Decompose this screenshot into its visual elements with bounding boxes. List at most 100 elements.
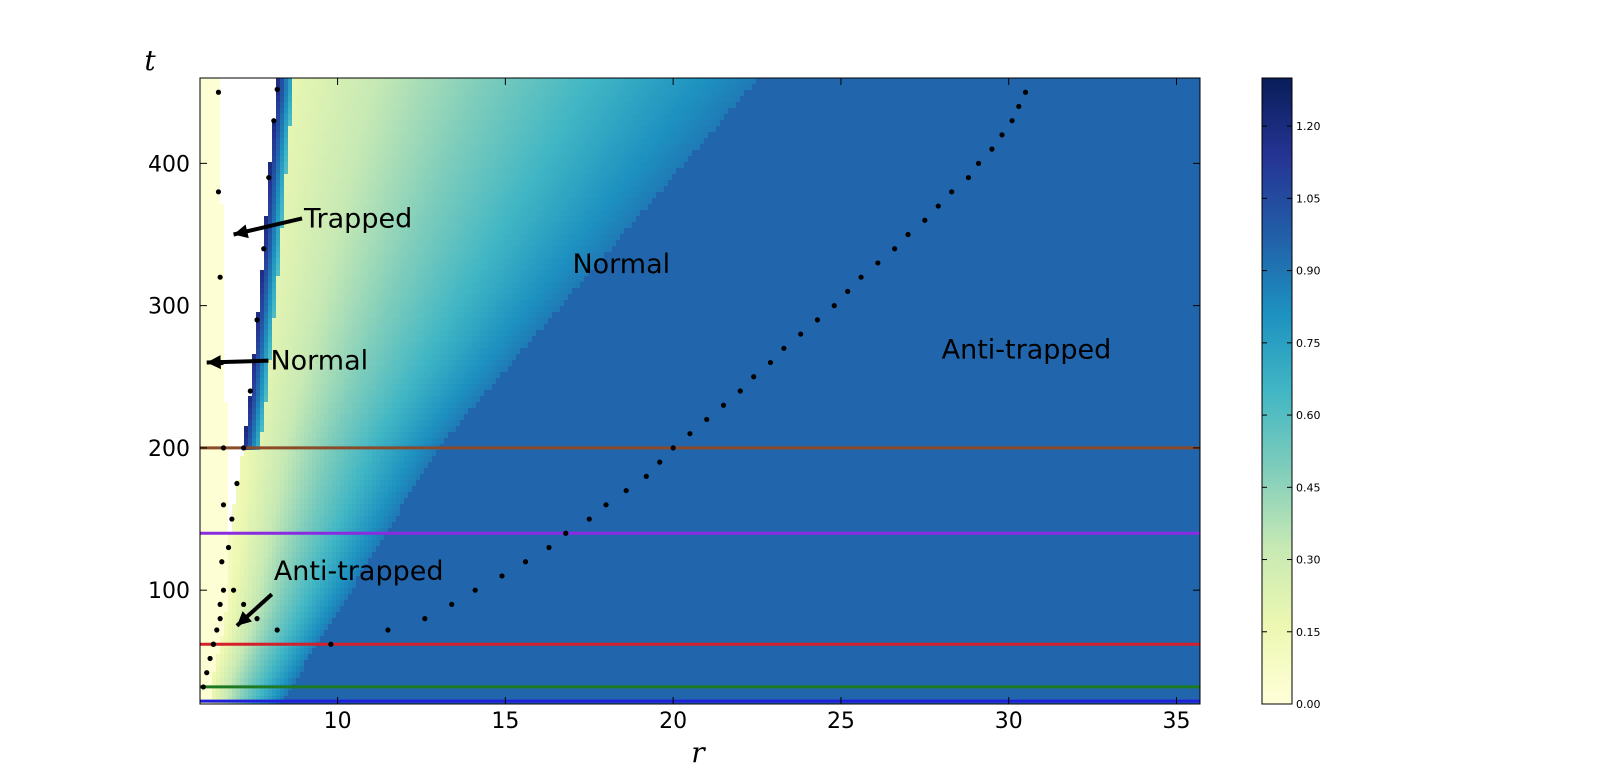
heatmap-cell — [908, 96, 913, 103]
heatmap-cell — [392, 156, 397, 163]
heatmap-cell — [520, 192, 525, 199]
heatmap-cell — [1072, 174, 1077, 181]
heatmap-cell — [532, 132, 537, 139]
heatmap-cell — [996, 186, 1001, 193]
heatmap-cell — [204, 108, 209, 115]
heatmap-cell — [576, 186, 581, 193]
heatmap-cell — [592, 84, 597, 91]
heatmap-cell — [636, 84, 641, 91]
heatmap-cell — [388, 84, 393, 91]
heatmap-cell — [860, 132, 865, 139]
heatmap-cell — [304, 180, 309, 187]
heatmap-cell — [620, 78, 625, 85]
heatmap-cell — [564, 78, 569, 85]
heatmap-cell — [396, 156, 401, 163]
heatmap-cell — [508, 174, 513, 181]
heatmap-cell — [228, 120, 233, 127]
heatmap-cell — [716, 114, 721, 121]
heatmap-cell — [580, 156, 585, 163]
heatmap-cell — [576, 192, 581, 199]
heatmap-cell — [236, 144, 241, 151]
heatmap-cell — [536, 138, 541, 145]
heatmap-cell — [712, 102, 717, 109]
heatmap-cell — [776, 168, 781, 175]
heatmap-cell — [1164, 156, 1169, 163]
heatmap-cell — [852, 174, 857, 181]
heatmap-cell — [1116, 150, 1121, 157]
heatmap-cell — [1032, 108, 1037, 115]
heatmap-cell — [232, 162, 237, 169]
heatmap-cell — [772, 78, 777, 85]
heatmap-cell — [256, 156, 261, 163]
heatmap-cell — [496, 144, 501, 151]
heatmap-cell — [608, 162, 613, 169]
heatmap-cell — [556, 102, 561, 109]
heatmap-cell — [636, 180, 641, 187]
heatmap-cell — [668, 168, 673, 175]
heatmap-cell — [492, 168, 497, 175]
heatmap-cell — [392, 78, 397, 85]
heatmap-cell — [644, 162, 649, 169]
heatmap-cell — [972, 96, 977, 103]
heatmap-cell — [396, 78, 401, 85]
heatmap-cell — [668, 108, 673, 115]
heatmap-cell — [512, 174, 517, 181]
heatmap-cell — [600, 84, 605, 91]
heatmap-cell — [396, 114, 401, 121]
heatmap-cell — [224, 138, 229, 145]
heatmap-cell — [440, 174, 445, 181]
heatmap-cell — [668, 144, 673, 151]
heatmap-cell — [548, 150, 553, 157]
heatmap-cell — [940, 126, 945, 133]
heatmap-cell — [884, 192, 889, 199]
heatmap-cell — [848, 114, 853, 121]
heatmap-cell — [232, 90, 237, 97]
heatmap-cell — [988, 120, 993, 127]
heatmap-cell — [648, 126, 653, 133]
heatmap-cell — [1140, 102, 1145, 109]
heatmap-cell — [316, 84, 321, 91]
heatmap-cell — [1160, 162, 1165, 169]
heatmap-cell — [736, 144, 741, 151]
heatmap-cell — [1068, 144, 1073, 151]
heatmap-cell — [1152, 78, 1157, 85]
heatmap-cell — [796, 156, 801, 163]
heatmap-cell — [568, 168, 573, 175]
heatmap-cell — [832, 78, 837, 85]
heatmap-cell — [1120, 192, 1125, 199]
heatmap-cell — [952, 78, 957, 85]
heatmap-cell — [984, 138, 989, 145]
heatmap-cell — [1112, 102, 1117, 109]
heatmap-cell — [808, 186, 813, 193]
heatmap-cell — [456, 120, 461, 127]
heatmap-cell — [996, 120, 1001, 127]
heatmap-cell — [384, 192, 389, 199]
heatmap-cell — [464, 108, 469, 115]
heatmap-cell — [388, 174, 393, 181]
heatmap-cell — [860, 114, 865, 121]
heatmap-cell — [372, 90, 377, 97]
heatmap-cell — [920, 168, 925, 175]
heatmap-cell — [272, 78, 277, 85]
heatmap-cell — [316, 120, 321, 127]
heatmap-cell — [1060, 156, 1065, 163]
heatmap-cell — [388, 120, 393, 127]
heatmap-cell — [556, 78, 561, 85]
heatmap-cell — [488, 126, 493, 133]
heatmap-cell — [456, 90, 461, 97]
heatmap-cell — [648, 192, 653, 199]
heatmap-cell — [324, 186, 329, 193]
heatmap-cell — [1056, 102, 1061, 109]
heatmap-cell — [704, 156, 709, 163]
heatmap-cell — [608, 84, 613, 91]
heatmap-cell — [888, 174, 893, 181]
heatmap-cell — [648, 114, 653, 121]
heatmap-cell — [624, 156, 629, 163]
heatmap-cell — [740, 168, 745, 175]
heatmap-cell — [268, 126, 273, 133]
heatmap-cell — [264, 144, 269, 151]
heatmap-cell — [624, 138, 629, 145]
heatmap-cell — [840, 108, 845, 115]
heatmap-cell — [552, 120, 557, 127]
heatmap-cell — [608, 180, 613, 187]
